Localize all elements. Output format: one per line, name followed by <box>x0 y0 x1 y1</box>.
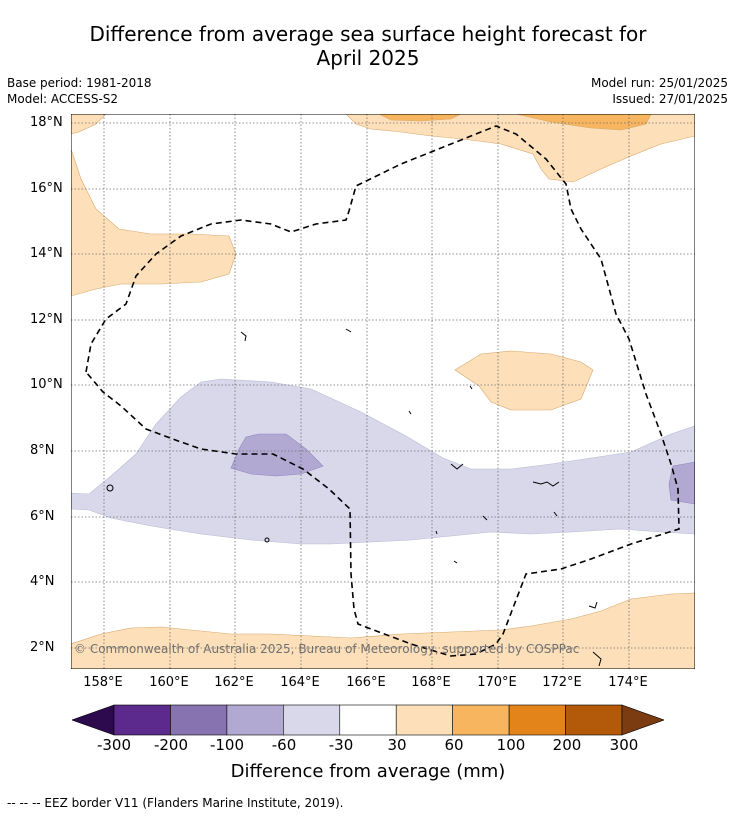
colorbar-tick: -100 <box>209 736 245 754</box>
lon-label-170e: 170°E <box>477 675 517 690</box>
lat-label-2n: 2°N <box>30 640 55 655</box>
colorbar-bin <box>452 704 510 736</box>
eez-border <box>85 125 680 657</box>
colorbar-bin <box>170 704 228 736</box>
title-line-2: April 2025 <box>316 46 420 70</box>
lon-label-172e: 172°E <box>542 675 582 690</box>
lon-label-164e: 164°E <box>280 675 320 690</box>
colorbar-label: Difference from average (mm) <box>230 761 506 782</box>
anomaly-region-north-orange-edge <box>71 114 107 135</box>
eez-footnote: -- -- -- EEZ border V11 (Flanders Marine… <box>7 796 344 810</box>
lat-label-4n: 4°N <box>30 574 55 589</box>
colorbar-tick: 100 <box>496 736 526 754</box>
lon-label-168e: 168°E <box>411 675 451 690</box>
anomaly-region-north-orange-60b <box>515 114 652 131</box>
base-info: Base period: 1981-2018 Model: ACCESS-S2 <box>7 75 152 107</box>
title-line-1: Difference from average sea surface heig… <box>89 22 647 46</box>
colorbar-bin <box>283 704 341 736</box>
colorbar-bin <box>565 704 623 736</box>
colorbar-tick: 30 <box>387 736 407 754</box>
colorbar-tick: -200 <box>153 736 189 754</box>
issued-date: Issued: 27/01/2025 <box>612 92 728 106</box>
colorbar-tick: 200 <box>552 736 582 754</box>
colorbar-bins <box>113 704 623 736</box>
anomaly-region-purple-band <box>71 378 695 545</box>
model-name: Model: ACCESS-S2 <box>7 92 119 106</box>
colorbar-tick: -300 <box>96 736 132 754</box>
colorbar-over-arrow <box>621 704 664 736</box>
anomaly-region-purple-core-west <box>230 433 324 477</box>
colorbar-bin <box>226 704 284 736</box>
anomaly-region-north-orange <box>345 114 695 183</box>
lon-label-162e: 162°E <box>214 675 254 690</box>
anomaly-region-central-orange <box>454 350 594 411</box>
colorbar-bin <box>395 704 453 736</box>
colorbar <box>72 704 664 736</box>
lon-label-166e: 166°E <box>346 675 386 690</box>
anomaly-region-purple-core-east <box>668 461 695 505</box>
colorbar-tick: -30 <box>328 736 354 754</box>
copyright-notice: © Commonwealth of Australia 2025, Bureau… <box>74 642 579 656</box>
colorbar-bin <box>113 704 171 736</box>
base-period: Base period: 1981-2018 <box>7 76 152 90</box>
colorbar-under-arrow <box>72 704 115 736</box>
lat-label-10n: 10°N <box>30 377 63 392</box>
lat-label-14n: 14°N <box>30 246 63 261</box>
lat-label-18n: 18°N <box>30 115 63 130</box>
colorbar-tick: 300 <box>609 736 639 754</box>
colorbar-tick: -60 <box>271 736 297 754</box>
sea-level-map: © Commonwealth of Australia 2025, Bureau… <box>71 114 695 669</box>
colorbar-bin <box>508 704 566 736</box>
map-title: Difference from average sea surface heig… <box>0 22 736 70</box>
run-info: Model run: 25/01/2025 Issued: 27/01/2025 <box>591 75 728 107</box>
grid-lines <box>71 114 695 669</box>
anomaly-region-north-orange-60 <box>378 114 462 122</box>
model-run: Model run: 25/01/2025 <box>590 76 728 90</box>
lat-label-6n: 6°N <box>30 509 55 524</box>
lon-label-158e: 158°E <box>83 675 123 690</box>
colorbar-bin <box>339 704 397 736</box>
anomaly-region-south-orange <box>71 592 695 669</box>
lon-label-160e: 160°E <box>149 675 189 690</box>
colorbar-tick: 60 <box>444 736 464 754</box>
islands <box>106 328 602 667</box>
lat-label-16n: 16°N <box>30 181 63 196</box>
lat-label-8n: 8°N <box>30 443 55 458</box>
lat-label-12n: 12°N <box>30 312 63 327</box>
lon-label-174e: 174°E <box>608 675 648 690</box>
